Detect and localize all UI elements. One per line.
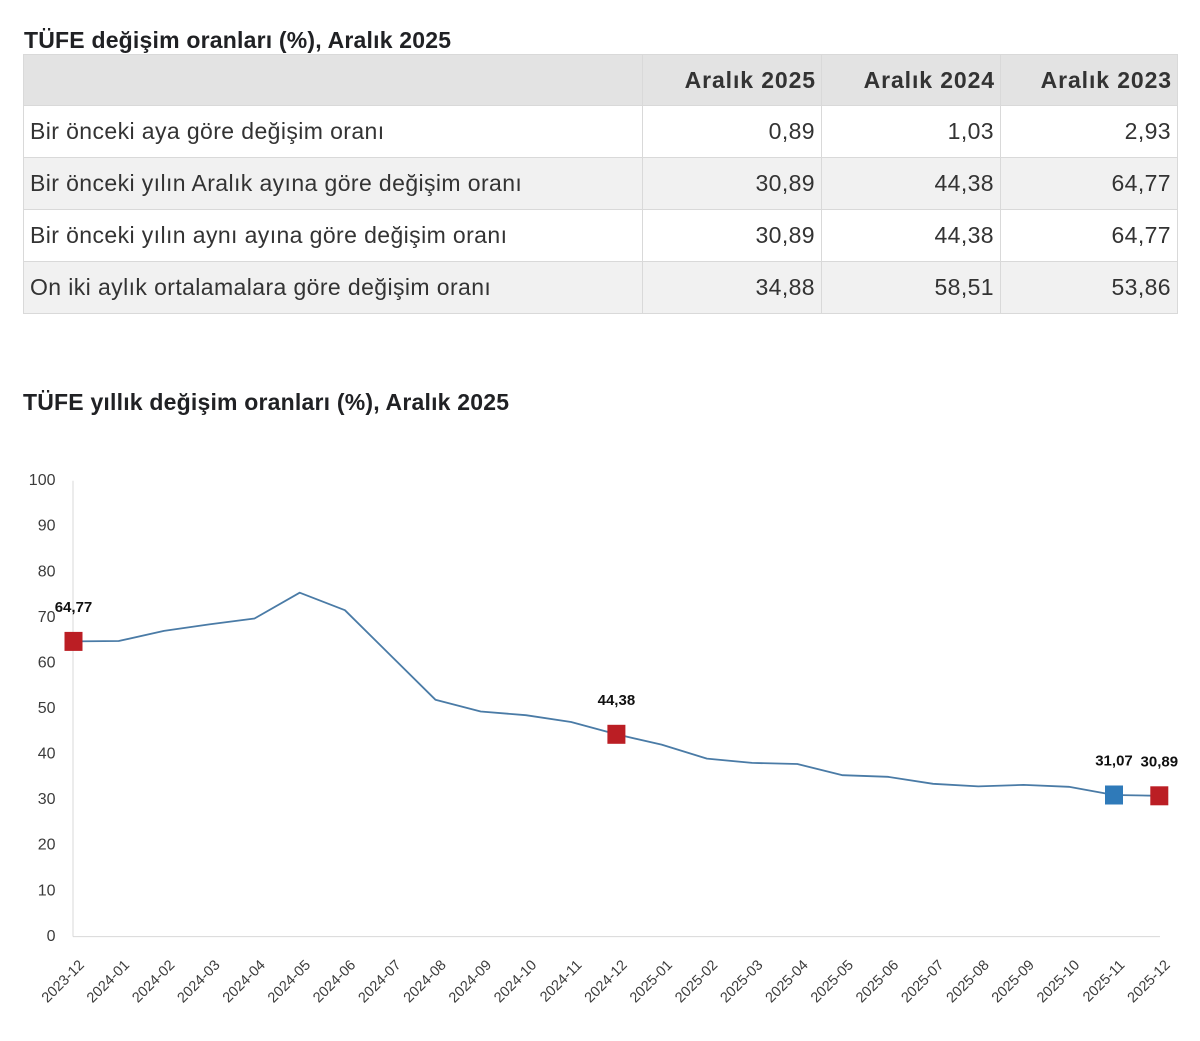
svg-text:30: 30 — [38, 791, 56, 808]
svg-text:2025-02: 2025-02 — [672, 957, 721, 1006]
svg-text:2024-05: 2024-05 — [265, 957, 314, 1006]
svg-text:2024-08: 2024-08 — [401, 957, 450, 1006]
svg-text:2025-04: 2025-04 — [763, 957, 812, 1006]
svg-text:40: 40 — [38, 746, 56, 763]
svg-text:2024-10: 2024-10 — [491, 957, 540, 1006]
svg-text:2025-06: 2025-06 — [853, 957, 902, 1006]
svg-text:2024-07: 2024-07 — [356, 957, 405, 1006]
svg-text:2025-12: 2025-12 — [1125, 957, 1174, 1006]
svg-text:2024-01: 2024-01 — [84, 957, 133, 1006]
svg-text:2024-02: 2024-02 — [129, 957, 178, 1006]
svg-text:30,89: 30,89 — [1141, 753, 1179, 770]
svg-text:2025-05: 2025-05 — [808, 957, 857, 1006]
svg-text:70: 70 — [38, 609, 56, 626]
svg-text:80: 80 — [38, 563, 56, 580]
svg-text:10: 10 — [38, 882, 56, 899]
svg-text:2023-12: 2023-12 — [39, 957, 88, 1006]
svg-text:64,77: 64,77 — [55, 599, 93, 616]
svg-text:2025-01: 2025-01 — [627, 957, 676, 1006]
svg-text:2024-09: 2024-09 — [446, 957, 495, 1006]
svg-text:60: 60 — [38, 654, 56, 671]
svg-text:2025-11: 2025-11 — [1080, 957, 1128, 1005]
svg-text:2024-03: 2024-03 — [175, 957, 224, 1006]
svg-text:44,38: 44,38 — [598, 692, 636, 709]
svg-text:100: 100 — [29, 472, 56, 489]
svg-text:2024-12: 2024-12 — [582, 957, 631, 1006]
svg-text:90: 90 — [38, 518, 56, 535]
svg-text:50: 50 — [38, 700, 56, 717]
svg-text:2025-07: 2025-07 — [898, 957, 947, 1006]
svg-text:2025-03: 2025-03 — [717, 957, 766, 1006]
svg-text:2025-09: 2025-09 — [989, 957, 1038, 1006]
svg-text:2025-08: 2025-08 — [944, 957, 993, 1006]
svg-text:0: 0 — [47, 928, 56, 945]
svg-text:2025-10: 2025-10 — [1034, 957, 1083, 1006]
svg-text:2024-11: 2024-11 — [537, 957, 585, 1005]
svg-text:31,07: 31,07 — [1095, 753, 1133, 770]
svg-text:2024-04: 2024-04 — [220, 957, 269, 1006]
svg-text:20: 20 — [38, 837, 56, 854]
svg-text:2024-06: 2024-06 — [310, 957, 359, 1006]
